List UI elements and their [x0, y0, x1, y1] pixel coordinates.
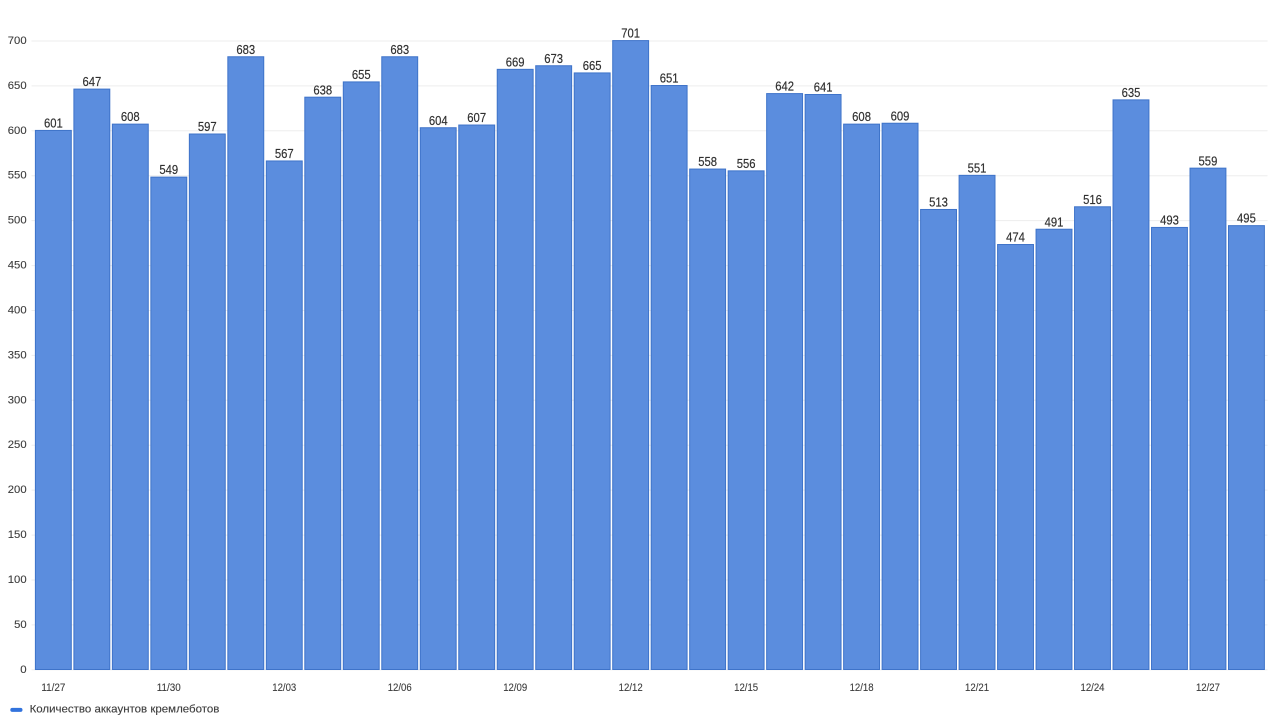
svg-text:549: 549 — [159, 162, 178, 177]
svg-text:12/12: 12/12 — [619, 682, 643, 694]
svg-text:12/24: 12/24 — [1081, 682, 1105, 694]
svg-text:12/09: 12/09 — [503, 682, 527, 694]
svg-text:550: 550 — [8, 170, 27, 182]
svg-text:597: 597 — [198, 119, 217, 134]
svg-text:12/18: 12/18 — [850, 682, 874, 694]
svg-text:669: 669 — [506, 54, 525, 69]
svg-text:12/27: 12/27 — [1196, 682, 1220, 694]
svg-text:683: 683 — [236, 42, 255, 57]
svg-text:551: 551 — [968, 160, 987, 175]
svg-text:500: 500 — [8, 215, 27, 227]
svg-text:651: 651 — [660, 71, 679, 86]
svg-text:493: 493 — [1160, 213, 1179, 228]
svg-text:474: 474 — [1006, 230, 1025, 245]
svg-text:300: 300 — [8, 394, 27, 406]
svg-text:604: 604 — [429, 113, 448, 128]
svg-text:0: 0 — [20, 664, 26, 676]
svg-text:642: 642 — [775, 79, 794, 94]
svg-text:495: 495 — [1237, 211, 1256, 226]
svg-text:608: 608 — [121, 109, 140, 124]
svg-text:350: 350 — [8, 349, 27, 361]
svg-text:635: 635 — [1122, 85, 1141, 100]
svg-text:567: 567 — [275, 146, 294, 161]
svg-text:601: 601 — [44, 116, 63, 131]
svg-text:100: 100 — [8, 574, 27, 586]
svg-text:683: 683 — [390, 42, 409, 57]
svg-text:491: 491 — [1045, 214, 1064, 229]
svg-text:250: 250 — [8, 439, 27, 451]
svg-text:700: 700 — [8, 35, 27, 47]
svg-text:400: 400 — [8, 305, 27, 317]
svg-text:12/06: 12/06 — [388, 682, 412, 694]
svg-text:607: 607 — [467, 110, 486, 125]
svg-text:650: 650 — [8, 80, 27, 92]
svg-text:608: 608 — [852, 109, 871, 124]
svg-text:50: 50 — [14, 619, 27, 631]
svg-text:647: 647 — [82, 74, 101, 89]
svg-text:200: 200 — [8, 484, 27, 496]
svg-text:641: 641 — [814, 80, 833, 95]
svg-text:655: 655 — [352, 67, 371, 82]
svg-text:556: 556 — [737, 156, 756, 171]
svg-text:665: 665 — [583, 58, 602, 73]
svg-text:513: 513 — [929, 195, 948, 210]
svg-text:450: 450 — [8, 260, 27, 272]
svg-text:600: 600 — [8, 125, 27, 137]
svg-text:Количество аккаунтов кремлебот: Количество аккаунтов кремлеботов — [30, 703, 220, 715]
svg-text:701: 701 — [621, 26, 640, 41]
svg-text:12/15: 12/15 — [734, 682, 758, 694]
svg-text:12/03: 12/03 — [272, 682, 296, 694]
svg-text:12/21: 12/21 — [965, 682, 989, 694]
svg-text:150: 150 — [8, 529, 27, 541]
svg-text:558: 558 — [698, 154, 717, 169]
svg-text:11/30: 11/30 — [157, 682, 181, 694]
svg-text:559: 559 — [1199, 153, 1218, 168]
svg-text:609: 609 — [891, 108, 910, 123]
svg-text:673: 673 — [544, 51, 563, 66]
svg-text:11/27: 11/27 — [41, 682, 65, 694]
svg-text:516: 516 — [1083, 192, 1102, 207]
svg-text:638: 638 — [313, 82, 332, 97]
